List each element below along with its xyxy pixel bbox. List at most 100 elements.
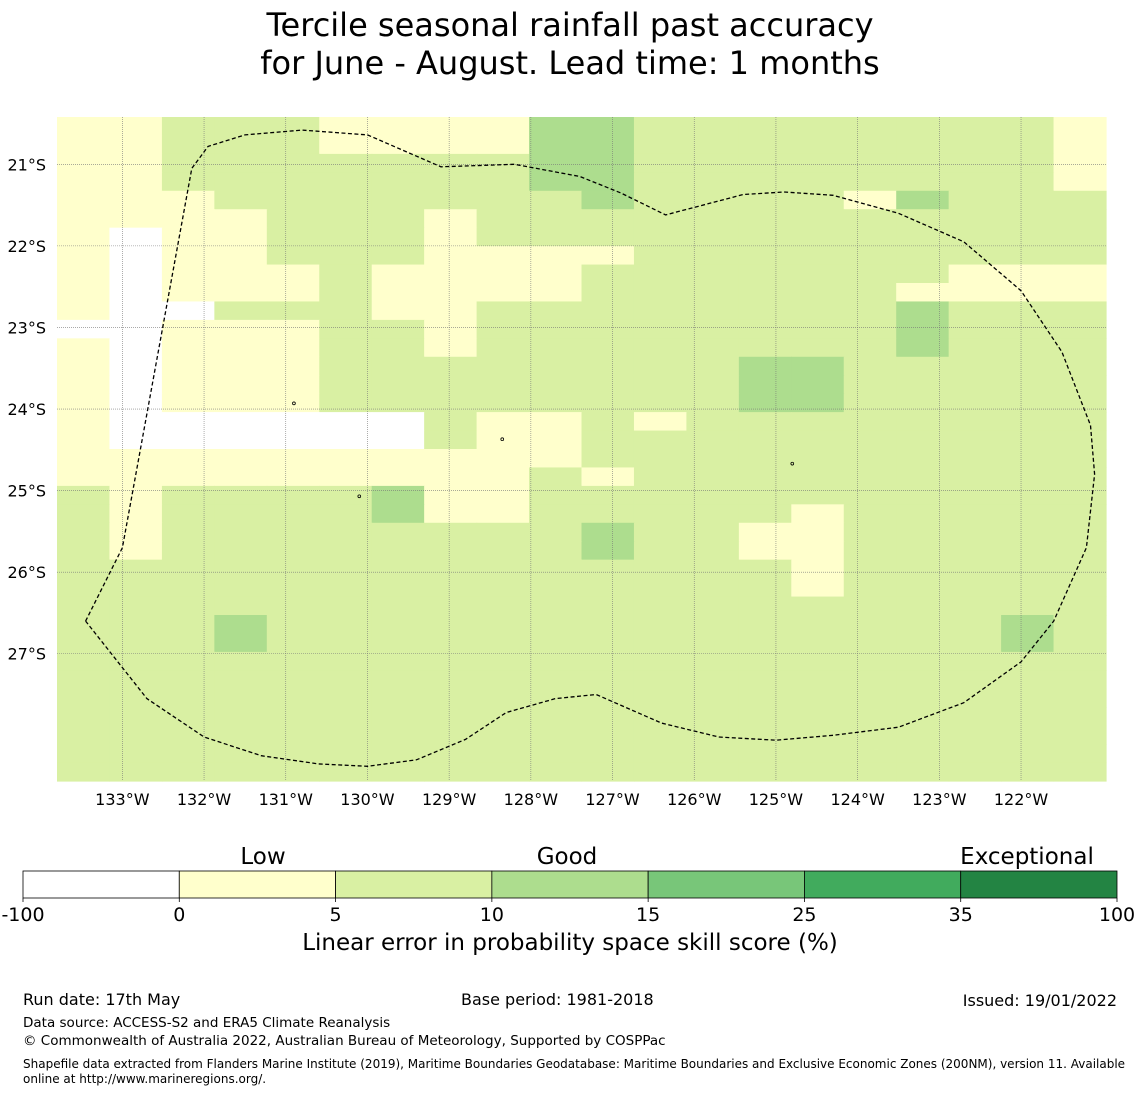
grid-cell — [424, 504, 478, 524]
data-source: Data source: ACCESS-S2 and ERA5 Climate … — [23, 1015, 391, 1031]
grid-cell — [109, 319, 163, 339]
grid-cell — [896, 264, 950, 284]
grid-cell — [791, 227, 845, 247]
grid-cell — [266, 283, 320, 303]
grid-cell — [633, 209, 687, 229]
grid-cell — [1001, 485, 1055, 505]
grid-cell — [948, 319, 1002, 339]
grid-cell — [529, 578, 583, 598]
grid-cell — [109, 264, 163, 284]
longitude-label: 125°W — [749, 790, 804, 809]
grid-cell — [57, 264, 111, 284]
grid-cell — [948, 356, 1002, 376]
grid-cell — [791, 246, 845, 266]
grid-cell — [57, 356, 111, 376]
grid-cell — [738, 504, 792, 524]
grid-cell — [266, 688, 320, 708]
grid-cell — [476, 153, 530, 173]
grid-cell — [896, 633, 950, 653]
grid-cell — [476, 338, 530, 358]
grid-cell — [476, 485, 530, 505]
grid-cell — [529, 725, 583, 745]
grid-cell — [319, 762, 373, 782]
grid-cell — [424, 246, 478, 266]
grid-cell — [319, 190, 373, 210]
grid-cell — [371, 578, 425, 598]
grid-cell — [161, 504, 215, 524]
grid-cell — [791, 467, 845, 487]
grid-cell — [1053, 172, 1107, 192]
grid-cell — [1053, 670, 1107, 690]
grid-cell — [633, 485, 687, 505]
grid-cell — [424, 338, 478, 358]
longitude-label: 122°W — [994, 790, 1049, 809]
grid-cell — [109, 246, 163, 266]
grid-cell — [371, 190, 425, 210]
grid-cell — [1053, 596, 1107, 616]
grid-cell — [581, 541, 635, 561]
grid-cell — [581, 393, 635, 413]
grid-cell — [686, 578, 740, 598]
grid-cell — [896, 319, 950, 339]
grid-cell — [843, 412, 897, 432]
grid-cell — [266, 301, 320, 321]
grid-cell — [319, 264, 373, 284]
island-outline — [292, 401, 296, 406]
grid-cell — [57, 467, 111, 487]
grid-cell — [161, 725, 215, 745]
grid-cell — [896, 135, 950, 155]
grid-cell — [319, 485, 373, 505]
grid-cell — [214, 578, 268, 598]
longitude-label: 123°W — [912, 790, 967, 809]
grid-cell — [529, 375, 583, 395]
grid-cell — [1001, 117, 1055, 137]
grid-cell — [214, 393, 268, 413]
longitude-label: 132°W — [177, 790, 232, 809]
grid-cell — [161, 707, 215, 727]
grid-cell — [109, 283, 163, 303]
grid-cell — [266, 633, 320, 653]
grid-cell — [161, 633, 215, 653]
grid-cell — [109, 504, 163, 524]
grid-cell — [633, 356, 687, 376]
grid-cell — [371, 227, 425, 247]
grid-cell — [1053, 615, 1107, 635]
grid-cell — [1053, 467, 1107, 487]
grid-cell — [1001, 283, 1055, 303]
grid-cell — [1001, 301, 1055, 321]
grid-cell — [319, 725, 373, 745]
grid-cell — [896, 725, 950, 745]
grid-cell — [529, 246, 583, 266]
grid-cell — [476, 467, 530, 487]
grid-cell — [1053, 430, 1107, 450]
grid-cell — [1053, 707, 1107, 727]
grid-cell — [791, 744, 845, 764]
grid-cell — [1001, 393, 1055, 413]
grid-cell — [633, 559, 687, 579]
grid-cell — [57, 393, 111, 413]
grid-cell — [1001, 504, 1055, 524]
grid-cell — [529, 651, 583, 671]
grid-cell — [476, 504, 530, 524]
grid-cell — [371, 449, 425, 469]
grid-cell — [371, 135, 425, 155]
grid-cell — [686, 172, 740, 192]
grid-cell — [1001, 172, 1055, 192]
grid-cell — [738, 522, 792, 542]
grid-cell — [843, 393, 897, 413]
latitude-label: 26°S — [7, 563, 46, 582]
grid-cell — [791, 707, 845, 727]
grid-cell — [161, 227, 215, 247]
grid-cell — [424, 172, 478, 192]
grid-cell — [161, 596, 215, 616]
grid-cell — [424, 688, 478, 708]
graticule — [57, 117, 1106, 781]
grid-cell — [581, 559, 635, 579]
grid-cell — [529, 264, 583, 284]
grid-cell — [738, 762, 792, 782]
grid-cell — [686, 338, 740, 358]
grid-cell — [1001, 615, 1055, 635]
grid-cell — [633, 504, 687, 524]
grid-cell — [738, 393, 792, 413]
